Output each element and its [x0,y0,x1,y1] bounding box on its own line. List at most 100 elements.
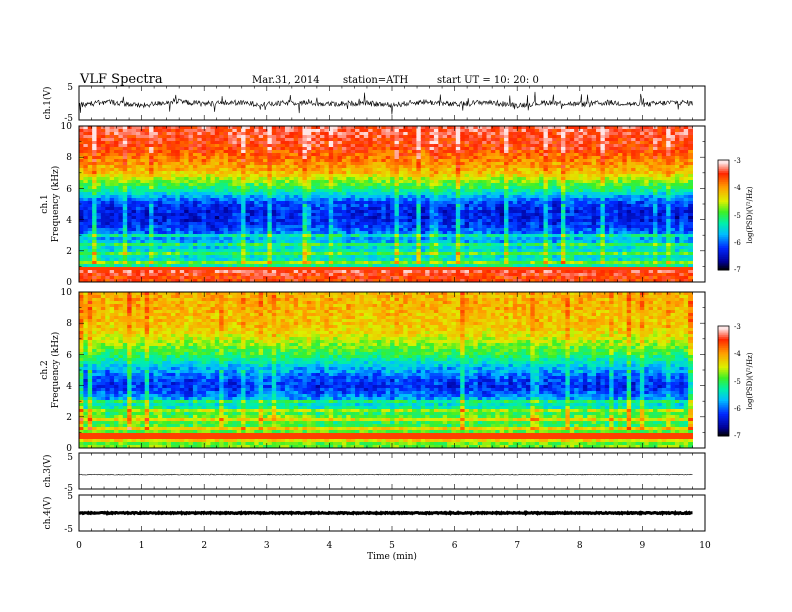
spectrogram-cell [214,153,220,157]
spectrogram-cell [398,156,404,160]
spectrogram-cell [403,138,409,142]
spectrogram-cell [219,237,225,241]
spectrogram-cell [363,165,369,169]
spectrogram-cell [280,126,286,130]
spectrogram-cell [482,213,488,217]
spectrogram-cell [337,186,343,190]
spectrogram-cell [359,165,365,169]
spectrogram-cell [276,267,282,271]
spectrogram-cell [162,213,168,217]
spectrogram-cell [416,126,422,130]
spectrogram-cell [87,150,93,154]
spectrogram-cell [385,243,391,247]
spectrogram-cell [166,195,172,199]
spectrogram-cell [223,267,229,271]
spectrogram-cell [473,267,479,271]
spectrogram-cell [438,243,444,247]
spectrogram-cell [166,231,172,235]
spectrogram-cell [482,240,488,244]
spectrogram-cell [232,252,238,256]
spectrogram-cell [398,201,404,205]
spectrogram-cell [245,141,251,145]
spectrogram-cell [298,153,304,157]
spectrogram-cell [320,153,325,157]
spectrogram-cell [333,252,339,256]
spectrogram-cell [447,207,453,211]
spectrogram-cell [92,180,98,184]
spectrogram-cell [469,237,474,241]
spectrogram-cell [166,147,172,151]
spectrogram-cell [131,219,137,223]
spectrogram-cell [153,201,159,205]
spectrogram-cell [320,156,325,160]
spectrogram-cell [368,279,374,282]
spectrogram-cell [118,171,124,175]
spectrogram-cell [210,183,216,187]
spectrogram-cell [105,267,111,271]
spectrogram-cell [135,255,141,259]
spectrogram-cell [214,270,220,274]
spectrogram-cell [179,144,185,148]
spectrogram-cell [293,219,299,223]
spectrogram-cell [495,180,501,184]
spectrogram-cell [328,192,334,196]
spectrogram-cell [328,279,334,282]
spectrogram-cell [254,183,260,187]
spectrogram-cell [135,213,141,217]
spectrogram-cell [346,144,352,148]
spectrogram-cell [149,276,155,280]
spectrogram-cell [232,237,238,241]
spectrogram-cell [376,219,382,223]
spectrogram-cell [227,216,233,220]
spectrogram-cell [350,198,356,202]
spectrogram-cell [219,258,225,262]
spectrogram-cell [122,162,128,166]
spectrogram-cell [412,219,418,223]
spectrogram-cell [96,141,102,145]
spectrogram-cell [390,207,396,211]
spectrogram-cell [192,132,198,136]
spectrogram-cell [490,243,496,247]
spectrogram-cell [477,171,483,175]
spectrogram-cell [100,210,106,214]
spectrogram-cell [206,171,212,175]
spectrogram-cell [398,174,404,178]
spectrogram-cell [460,159,466,163]
spectrogram-cell [385,225,391,229]
spectrogram-cell [381,165,387,169]
spectrogram-cell [223,126,229,130]
spectrogram-cell [420,210,426,214]
spectrogram-cell [100,156,106,160]
spectrogram-cell [144,231,150,235]
spectrogram-cell [267,132,273,136]
spectrogram-cell [175,204,181,208]
spectrogram-cell [284,243,290,247]
spectrogram-cell [438,186,444,190]
spectrogram-cell [87,180,93,184]
spectrogram-cell [451,246,457,250]
spectrogram-cell [245,264,251,268]
spectrogram-cell [469,252,474,256]
spectrogram-cell [162,246,168,250]
spectrogram-cell [271,183,277,187]
spectrogram-cell [438,273,444,277]
spectrogram-cell [245,273,251,277]
spectrogram-cell [140,258,146,262]
spectrogram-cell [464,258,470,262]
spectrogram-cell [236,162,242,166]
spectrogram-cell [166,225,172,229]
spectrogram-cell [267,228,273,232]
spectrogram-cell [333,204,339,208]
spectrogram-cell [100,189,106,193]
spectrogram-cell [144,189,150,193]
spectrogram-cell [447,144,453,148]
spectrogram-cell [109,213,115,217]
spectrogram-cell [127,276,133,280]
spectrogram-cell [315,129,321,133]
spectrogram-cell [403,249,409,253]
spectrogram-cell [236,144,242,148]
spectrogram-cell [149,246,155,250]
spectrogram-cell [385,270,391,274]
spectrogram-cell [337,195,343,199]
spectrogram-cell [254,177,260,181]
